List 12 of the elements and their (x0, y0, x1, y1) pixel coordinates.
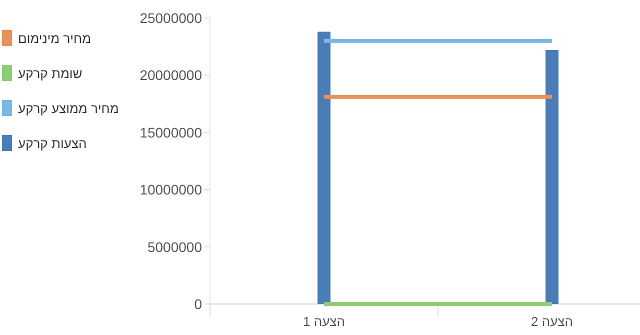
y-tick-label: 5000000 (147, 238, 202, 255)
y-tick-label: 25000000 (140, 10, 202, 26)
y-tick-label: 10000000 (140, 182, 202, 198)
y-tick-label: 0 (194, 296, 202, 312)
x-tick-label: הצעה 2 (531, 314, 573, 329)
y-tick-label: 20000000 (140, 67, 202, 84)
legend-label: הצעות קרקע (18, 136, 87, 151)
legend-label: מחיר ממוצע קרקע (18, 101, 119, 116)
legend-label: שומת קרקע (18, 66, 82, 81)
legend-label: מחיר מינימום (18, 31, 92, 46)
y-tick-label: 15000000 (140, 124, 202, 140)
x-tick-label: הצעה 1 (303, 314, 345, 329)
